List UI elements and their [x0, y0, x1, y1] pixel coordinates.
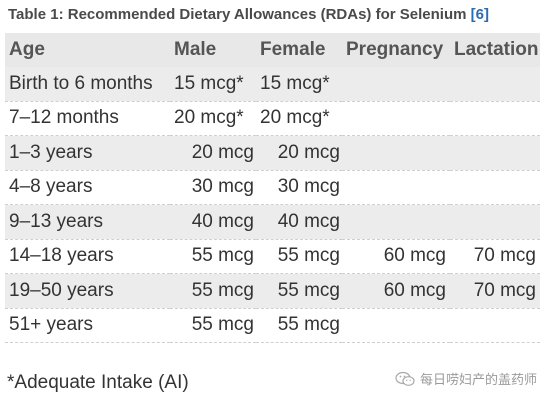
cell-lactation — [450, 135, 540, 171]
cell-pregnancy: 60 mcg — [342, 273, 450, 309]
cell-pregnancy — [342, 101, 450, 136]
cell-female: 55 mcg — [256, 308, 342, 343]
wechat-icon — [395, 371, 415, 386]
cell-female: 55 mcg — [256, 273, 342, 309]
cell-female: 20 mcg* — [256, 101, 342, 136]
cell-age: 1–3 years — [5, 135, 170, 171]
cell-age: Birth to 6 months — [5, 67, 170, 102]
cell-lactation — [450, 67, 540, 102]
cell-female: 55 mcg — [256, 239, 342, 274]
cell-pregnancy — [342, 204, 450, 240]
cell-age: 14–18 years — [5, 239, 170, 274]
cell-age: 51+ years — [5, 308, 170, 343]
cell-pregnancy — [342, 67, 450, 102]
cell-male: 55 mcg — [170, 239, 256, 274]
cell-pregnancy — [342, 135, 450, 171]
table-row: 51+ years 55 mcg 55 mcg — [5, 308, 540, 343]
cell-lactation: 70 mcg — [450, 239, 540, 274]
cell-male: 15 mcg* — [170, 67, 256, 102]
header-male: Male — [170, 33, 256, 67]
cell-male: 20 mcg* — [170, 101, 256, 136]
cell-lactation: 70 mcg — [450, 273, 540, 309]
cell-female: 40 mcg — [256, 204, 342, 240]
table-caption: Table 1: Recommended Dietary Allowances … — [8, 6, 489, 23]
header-row: Age Male Female Pregnancy Lactation — [5, 33, 540, 67]
cell-female: 30 mcg — [256, 170, 342, 205]
cell-age: 19–50 years — [5, 273, 170, 309]
cell-male: 40 mcg — [170, 204, 256, 240]
table-row: 14–18 years 55 mcg 55 mcg 60 mcg 70 mcg — [5, 239, 540, 274]
table-row: 1–3 years 20 mcg 20 mcg — [5, 135, 540, 171]
rda-table: Age Male Female Pregnancy Lactation Birt… — [5, 33, 540, 343]
cell-lactation — [450, 101, 540, 136]
cell-male: 20 mcg — [170, 135, 256, 171]
cell-pregnancy: 60 mcg — [342, 239, 450, 274]
cell-pregnancy — [342, 308, 450, 343]
cell-male: 55 mcg — [170, 273, 256, 309]
table-row: 7–12 months 20 mcg* 20 mcg* — [5, 101, 540, 136]
table-row: Birth to 6 months 15 mcg* 15 mcg* — [5, 67, 540, 102]
header-age: Age — [5, 33, 170, 67]
cell-lactation — [450, 308, 540, 343]
table-row: 19–50 years 55 mcg 55 mcg 60 mcg 70 mcg — [5, 273, 540, 309]
header-female: Female — [256, 33, 342, 67]
cell-age: 9–13 years — [5, 204, 170, 240]
caption-text: Table 1: Recommended Dietary Allowances … — [8, 6, 471, 23]
cell-age: 4–8 years — [5, 170, 170, 205]
header-pregnancy: Pregnancy — [342, 33, 450, 67]
cell-lactation — [450, 204, 540, 240]
table-row: 4–8 years 30 mcg 30 mcg — [5, 170, 540, 205]
watermark: 每日唠妇产的盖药师 — [395, 369, 537, 388]
watermark-text: 每日唠妇产的盖药师 — [419, 373, 537, 388]
cell-male: 55 mcg — [170, 308, 256, 343]
cell-male: 30 mcg — [170, 170, 256, 205]
table-row: 9–13 years 40 mcg 40 mcg — [5, 204, 540, 240]
cell-pregnancy — [342, 170, 450, 205]
cell-female: 15 mcg* — [256, 67, 342, 102]
reference-link[interactable]: [6] — [470, 6, 489, 23]
footnote: *Adequate Intake (AI) — [7, 372, 189, 393]
header-lactation: Lactation — [450, 33, 540, 67]
cell-female: 20 mcg — [256, 135, 342, 171]
cell-age: 7–12 months — [5, 101, 170, 136]
cell-lactation — [450, 170, 540, 205]
